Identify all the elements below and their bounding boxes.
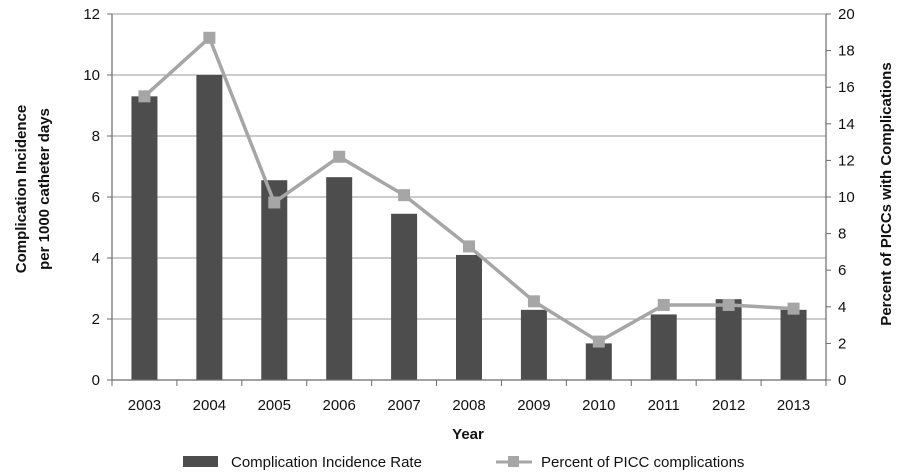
legend: Complication Incidence Rate Percent of P… [183,454,744,471]
line-point [592,335,605,348]
y-tick-label: 12 [83,6,100,23]
x-axis-title: Year [452,426,484,443]
line-series [138,31,800,348]
y-tick-label: 2 [92,311,100,328]
bar-series [131,75,807,380]
legend-line-marker [508,456,519,467]
y-tick-label: 8 [92,128,100,145]
y-axis-title-line1: Complication Incidence [13,105,30,273]
y2-tick-label: 14 [838,116,855,133]
y2-tick-label: 12 [838,152,855,169]
line-point [138,90,151,103]
bar [520,309,547,380]
legend-bar-swatch [183,456,218,467]
axes [107,13,831,386]
line-point [787,302,800,315]
y2-tick-label: 4 [838,299,846,316]
x-tick-label: 2012 [712,397,745,414]
bar [326,177,353,380]
y2-tick-label: 16 [838,79,855,96]
y-tick-label: 6 [92,189,100,206]
x-axis-ticks: 2003 2004 2005 2006 2007 2008 2009 2010 2011 2012… [128,397,810,414]
bar [456,254,482,380]
line-point [268,196,281,209]
legend-label-bar: Complication Incidence Rate [231,454,422,471]
line-point [398,189,411,202]
line-point [722,298,735,311]
bar [261,180,288,380]
y2-tick-label: 6 [838,262,846,279]
y2-tick-label: 10 [838,189,855,206]
bar [715,299,742,380]
bar [196,75,223,380]
y2-tick-label: 2 [838,335,846,352]
x-tick-label: 2010 [582,397,615,414]
x-tick-label: 2005 [258,397,291,414]
bar [391,213,418,380]
y2-tick-label: 8 [838,226,846,243]
y2-tick-label: 20 [838,6,855,23]
line-point [657,298,670,311]
bar [650,314,677,380]
right-axis-ticks: 0 2 4 6 8 10 12 14 16 18 20 [838,6,855,389]
bar [780,309,807,380]
line-point [527,295,540,308]
x-tick-label: 2009 [517,397,550,414]
x-tick-label: 2008 [452,397,485,414]
x-tick-label: 2006 [322,397,355,414]
line-point [203,31,216,44]
line-point [463,240,475,253]
gridlines [112,13,826,320]
legend-label-line: Percent of PICC complications [541,454,744,471]
y-axis-title-line2: per 1000 catheter days [36,108,53,270]
x-tick-label: 2011 [648,397,680,414]
y2-tick-label: 0 [838,372,846,389]
x-tick-label: 2004 [193,397,226,414]
x-tick-label: 2007 [387,397,420,414]
y-tick-label: 0 [92,372,100,389]
bar [131,96,158,380]
left-axis-ticks: 0 2 4 6 8 10 12 [83,6,100,389]
bar [585,343,612,380]
y-tick-label: 10 [83,67,100,84]
x-tick-label: 2003 [128,397,161,414]
y2-axis-title: Percent of PICCs with Complications [878,62,895,325]
y2-tick-label: 18 [838,43,855,60]
y-tick-label: 4 [92,250,100,267]
line-point [333,150,346,163]
x-tick-label: 2013 [777,397,810,414]
